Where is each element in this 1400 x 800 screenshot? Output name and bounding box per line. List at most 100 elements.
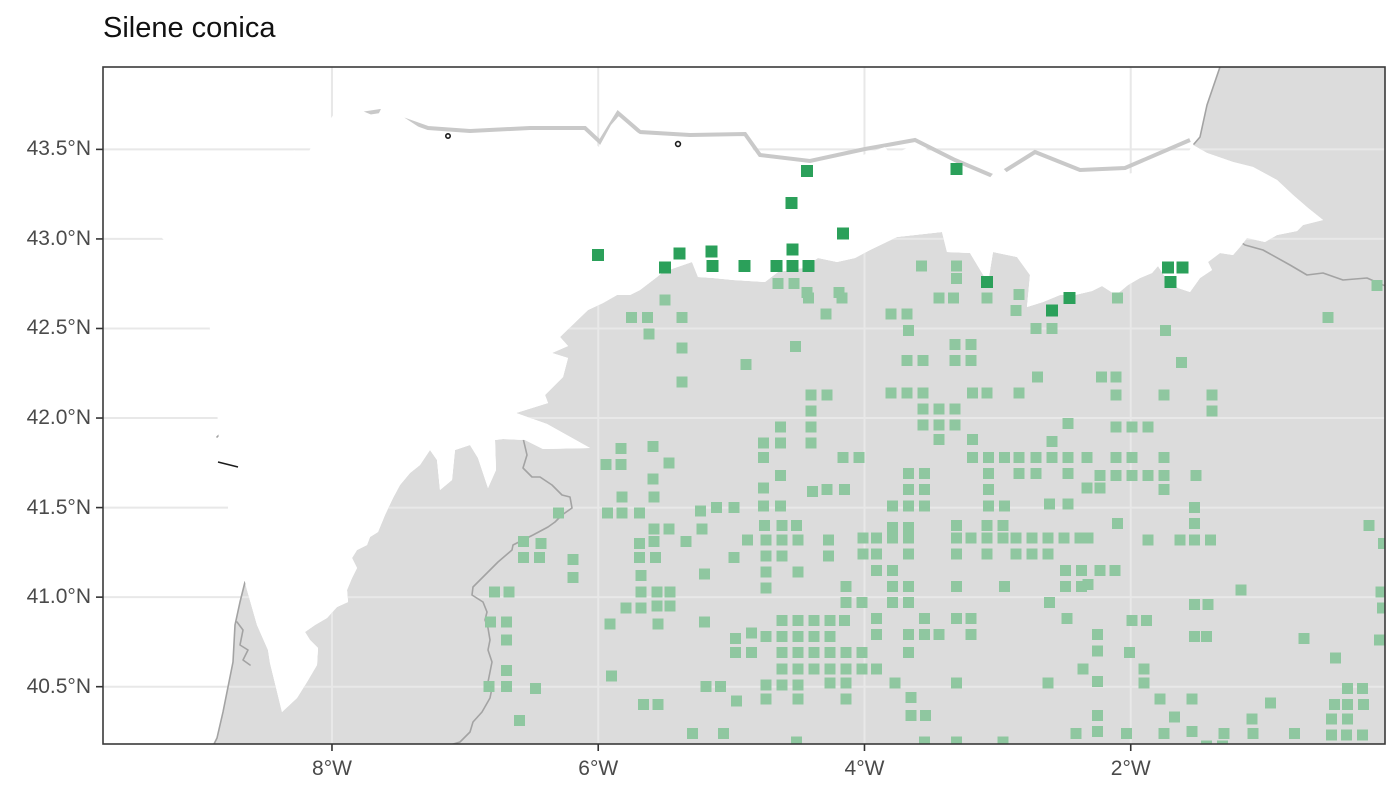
- background-occurrence-point: [982, 451, 994, 463]
- background-occurrence-point: [776, 631, 788, 643]
- background-occurrence-point: [615, 459, 627, 471]
- douro-mouth-line: [217, 461, 239, 468]
- background-occurrence-point: [792, 679, 804, 691]
- background-occurrence-point: [805, 421, 817, 433]
- focal-occurrence-point: [785, 197, 798, 210]
- background-occurrence-point: [823, 534, 835, 546]
- background-occurrence-point: [1121, 727, 1133, 739]
- background-occurrence-point: [856, 647, 868, 659]
- background-occurrence-point: [1059, 564, 1071, 576]
- background-occurrence-point: [933, 403, 945, 415]
- background-occurrence-point: [857, 548, 869, 560]
- background-occurrence-point: [1342, 699, 1354, 711]
- background-occurrence-point: [1111, 292, 1123, 304]
- y-tick-label: 42.0°N: [26, 406, 91, 430]
- background-occurrence-point: [1010, 532, 1022, 544]
- background-occurrence-point: [757, 451, 769, 463]
- background-occurrence-point: [745, 647, 757, 659]
- background-occurrence-point: [902, 597, 914, 609]
- background-occurrence-point: [663, 457, 675, 469]
- background-occurrence-point: [901, 355, 913, 367]
- background-occurrence-point: [552, 507, 564, 519]
- background-occurrence-point: [824, 647, 836, 659]
- background-occurrence-point: [731, 695, 743, 707]
- background-occurrence-point: [696, 523, 708, 535]
- background-occurrence-point: [1322, 312, 1334, 324]
- background-occurrence-point: [652, 618, 664, 630]
- background-occurrence-point: [792, 614, 804, 626]
- background-occurrence-point: [792, 566, 804, 578]
- background-occurrence-point: [1190, 469, 1202, 481]
- background-occurrence-point: [1013, 387, 1025, 399]
- background-occurrence-point: [886, 597, 898, 609]
- background-occurrence-point: [1070, 727, 1082, 739]
- focal-occurrence-point: [786, 259, 799, 272]
- y-tick-label: 42.5°N: [26, 316, 91, 340]
- background-occurrence-point: [981, 532, 993, 544]
- background-occurrence-point: [1342, 713, 1354, 725]
- background-occurrence-point: [965, 629, 977, 641]
- background-occurrence-point: [808, 631, 820, 643]
- background-occurrence-point: [1013, 468, 1025, 480]
- background-occurrence-point: [918, 629, 930, 641]
- background-occurrence-point: [699, 616, 711, 628]
- background-occurrence-point: [659, 294, 671, 306]
- background-occurrence-point: [886, 521, 898, 533]
- background-occurrence-point: [918, 736, 930, 744]
- background-occurrence-point: [1042, 677, 1054, 689]
- background-occurrence-point: [648, 536, 660, 548]
- background-occurrence-point: [901, 387, 913, 399]
- background-occurrence-point: [776, 534, 788, 546]
- background-occurrence-point: [918, 468, 930, 480]
- background-occurrence-point: [840, 663, 852, 675]
- background-occurrence-point: [1081, 482, 1093, 494]
- background-occurrence-point: [998, 580, 1010, 592]
- background-occurrence-point: [808, 614, 820, 626]
- background-occurrence-point: [648, 491, 660, 503]
- background-occurrence-point: [902, 532, 914, 544]
- background-occurrence-point: [1376, 602, 1385, 614]
- background-occurrence-point: [949, 403, 961, 415]
- background-occurrence-point: [824, 614, 836, 626]
- focal-occurrence-point: [592, 249, 605, 262]
- y-tick-label: 40.5°N: [26, 674, 91, 698]
- background-occurrence-point: [1126, 469, 1138, 481]
- background-occurrence-point: [917, 387, 929, 399]
- background-occurrence-point: [870, 629, 882, 641]
- background-occurrence-point: [687, 727, 699, 739]
- background-occurrence-point: [1189, 631, 1201, 643]
- france-coast-gray-line: [1193, 67, 1221, 145]
- background-occurrence-point: [792, 693, 804, 705]
- background-occurrence-point: [885, 308, 897, 320]
- background-occurrence-point: [1042, 532, 1054, 544]
- background-occurrence-point: [1058, 532, 1070, 544]
- background-occurrence-point: [981, 548, 993, 560]
- background-occurrence-point: [917, 355, 929, 367]
- x-tick-label: 8°W: [312, 757, 352, 780]
- background-occurrence-point: [902, 484, 914, 496]
- background-occurrence-point: [567, 554, 579, 566]
- background-occurrence-point: [776, 519, 788, 531]
- background-occurrence-point: [1110, 421, 1122, 433]
- background-occurrence-point: [606, 670, 618, 682]
- background-occurrence-point: [791, 519, 803, 531]
- background-occurrence-point: [1206, 389, 1218, 401]
- background-occurrence-point: [1110, 371, 1122, 383]
- background-occurrence-point: [886, 532, 898, 544]
- background-occurrence-point: [1046, 451, 1058, 463]
- background-occurrence-point: [1201, 740, 1213, 744]
- background-occurrence-point: [728, 502, 740, 514]
- background-occurrence-point: [949, 419, 961, 431]
- background-occurrence-point: [839, 484, 851, 496]
- background-occurrence-point: [1326, 729, 1338, 741]
- background-occurrence-point: [1062, 498, 1074, 510]
- background-occurrence-point: [641, 312, 653, 324]
- background-occurrence-point: [788, 278, 800, 290]
- background-occurrence-point: [651, 600, 663, 612]
- background-occurrence-point: [901, 308, 913, 320]
- background-occurrence-point: [488, 586, 500, 598]
- x-tick-label: 2°W: [1110, 757, 1151, 780]
- background-occurrence-point: [853, 451, 865, 463]
- background-occurrence-point: [1356, 729, 1368, 741]
- background-occurrence-point: [950, 613, 962, 625]
